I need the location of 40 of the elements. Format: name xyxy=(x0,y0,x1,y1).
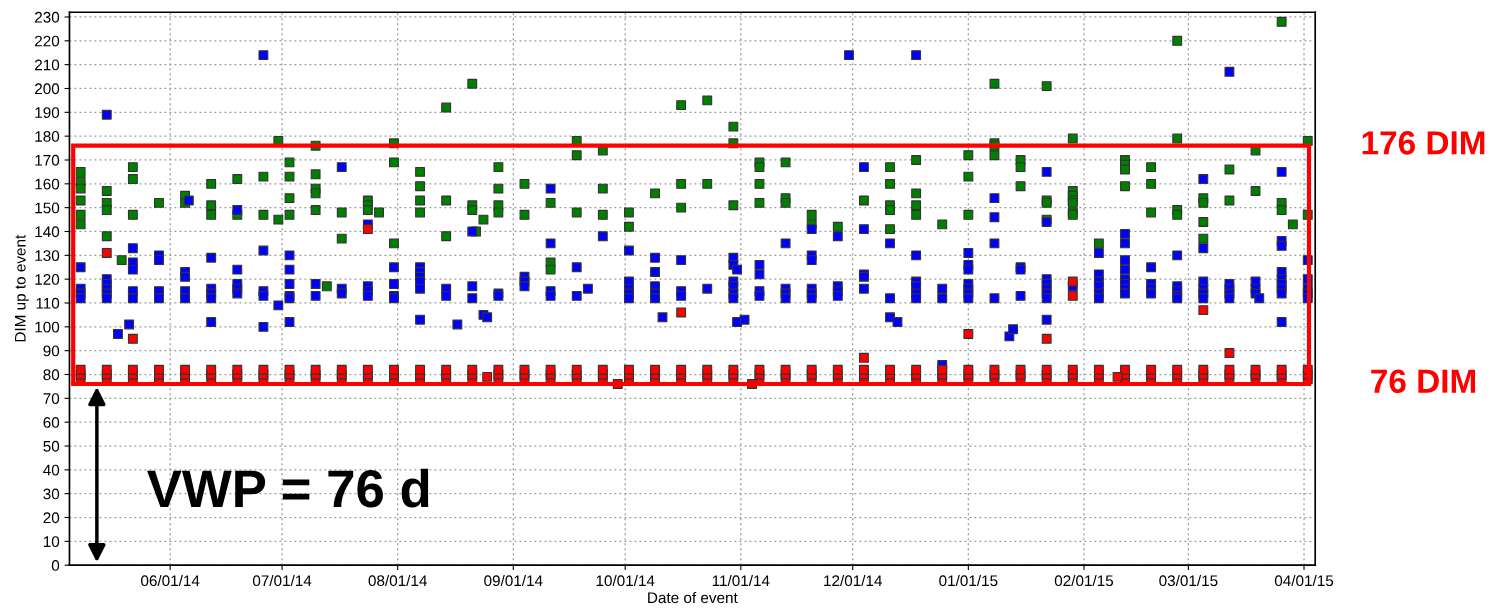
x-axis-title: Date of event xyxy=(648,591,738,604)
y-tick-label: 220 xyxy=(35,35,60,47)
y-tick-label: 230 xyxy=(35,11,60,23)
x-tick-label: 11/01/14 xyxy=(712,574,770,587)
y-tick-label: 120 xyxy=(35,274,60,285)
x-tick-label: 03/01/15 xyxy=(1159,574,1218,587)
x-tick-label: 07/01/14 xyxy=(252,574,312,587)
y-tick-label: 200 xyxy=(35,83,60,95)
y-tick-label: 150 xyxy=(35,202,60,214)
y-tick-label: 170 xyxy=(35,154,60,166)
y-tick-label: 90 xyxy=(43,345,60,357)
x-tick-label: 09/01/14 xyxy=(484,574,543,587)
x-tick-label: 04/01/15 xyxy=(1274,574,1334,587)
y-tick-label: 180 xyxy=(35,131,60,142)
y-tick-label: 20 xyxy=(43,512,60,524)
x-tick-label: 12/01/14 xyxy=(824,574,883,587)
y-tick-label: 110 xyxy=(36,297,60,309)
x-tick-label: 02/01/15 xyxy=(1054,574,1114,587)
y-tick-label: 190 xyxy=(35,107,60,119)
x-tick-label: 06/01/14 xyxy=(141,574,200,587)
y-tick-label: 40 xyxy=(43,464,60,476)
x-tick-label: 10/01/14 xyxy=(596,574,655,587)
y-axis-title: DIM up to event xyxy=(15,234,29,342)
y-tick-label: 10 xyxy=(43,536,60,548)
y-tick-label: 80 xyxy=(43,369,60,381)
y-tick-label: 60 xyxy=(43,417,60,428)
x-tick-label: 01/01/15 xyxy=(939,574,998,587)
y-tick-label: 30 xyxy=(43,488,60,500)
ref-line-label: 176 DIM xyxy=(1362,131,1485,155)
y-tick-label: 140 xyxy=(35,226,60,238)
y-tick-label: 130 xyxy=(35,250,60,262)
y-tick-label: 70 xyxy=(43,393,60,405)
y-tick-label: 160 xyxy=(35,178,60,190)
annotation: VWP = 76 d xyxy=(147,468,429,508)
y-tick-label: 50 xyxy=(43,440,60,452)
x-tick-label: 08/01/14 xyxy=(368,574,427,587)
y-tick-label: 0 xyxy=(51,560,60,571)
y-tick-label: 210 xyxy=(35,59,60,71)
y-tick-label: 100 xyxy=(35,321,60,333)
ref-line-label: 76 DIM xyxy=(1371,369,1476,393)
